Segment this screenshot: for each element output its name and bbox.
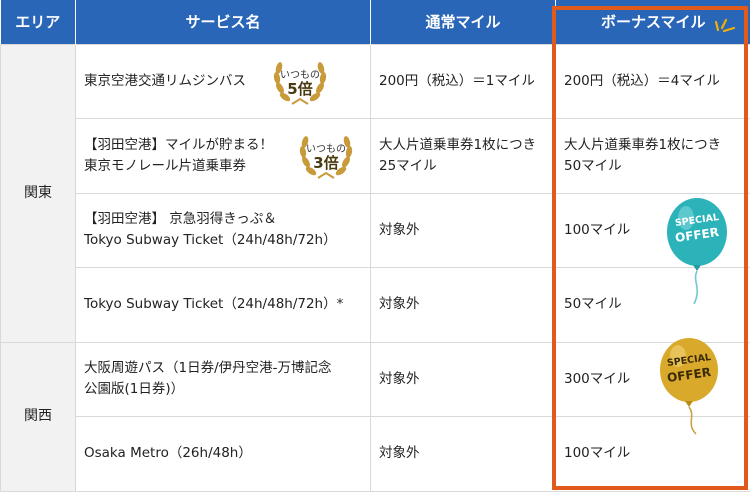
service-name-line2: Tokyo Subway Ticket（24h/48h/72h） — [84, 232, 337, 249]
special-offer-balloon-gold: SPECIAL OFFER — [656, 336, 722, 436]
normal-miles-value: 対象外 — [379, 221, 420, 238]
header-service: サービス名 — [75, 0, 371, 44]
balloon-icon — [667, 198, 727, 305]
normal-miles-cell: 対象外 — [370, 416, 556, 492]
bonus-miles-cell: 200円（税込）＝4マイル — [555, 43, 750, 119]
laurel-badge-5x: いつもの 5倍 — [270, 52, 330, 112]
header-normal-miles: 通常マイル — [370, 0, 556, 44]
bonus-miles-value: 50マイル — [564, 296, 622, 313]
service-name: 大阪周遊パス（1日券/伊丹空港-万博記念 — [84, 360, 332, 377]
badge-caption: いつもの — [306, 144, 346, 155]
normal-miles-cell: 200円（税込）＝1マイル — [370, 43, 556, 119]
service-name: Osaka Metro（26h/48h） — [84, 445, 252, 462]
table-row: 関西 大阪周遊パス（1日券/伊丹空港-万博記念 公園版(1日券)） 対象外 30… — [0, 341, 750, 492]
service-cell: 【羽田空港】 京急羽得きっぷ＆ Tokyo Subway Ticket（24h/… — [75, 192, 371, 268]
service-cell: 【羽田空港】マイルが貯まる！ 東京モノレール片道乗車券 — [75, 118, 371, 194]
bonus-miles-cell: 100マイル — [555, 416, 750, 492]
service-cell: Tokyo Subway Ticket（24h/48h/72h）* — [75, 267, 371, 343]
special-offer-balloon-teal: SPECIAL OFFER — [664, 196, 730, 306]
normal-miles-value: 対象外 — [379, 445, 420, 462]
region-kansai: 関西 — [0, 341, 76, 492]
bonus-miles-cell: 100マイル — [555, 192, 750, 268]
region-kanto: 関東 — [0, 43, 76, 343]
laurel-badge-3x: いつもの 3倍 — [296, 126, 356, 186]
bonus-miles-value: 100マイル — [564, 445, 631, 462]
table-row: 【羽田空港】 京急羽得きっぷ＆ Tokyo Subway Ticket（24h/… — [1, 192, 750, 268]
normal-miles-value: 対象外 — [379, 370, 420, 387]
normal-miles-cell: 対象外 — [370, 267, 556, 343]
service-name-line2: 公園版(1日券)） — [84, 381, 185, 398]
table-row: Tokyo Subway Ticket（24h/48h/72h）* 対象外 50… — [1, 267, 750, 343]
header-area: エリア — [0, 0, 76, 44]
service-name: 【羽田空港】 京急羽得きっぷ＆ — [84, 211, 277, 228]
laurel-wreath-icon — [273, 62, 327, 105]
bonus-miles-value: 300マイル — [564, 370, 631, 387]
table-row: Osaka Metro（26h/48h） 対象外 100マイル — [1, 416, 750, 492]
laurel-wreath-icon — [299, 136, 353, 179]
service-cell: Osaka Metro（26h/48h） — [75, 416, 371, 492]
bonus-miles-cell: 大人片道乗車券1枚につき 50マイル — [555, 118, 750, 194]
bonus-miles-value: 200円（税込）＝4マイル — [564, 72, 720, 89]
bonus-miles-cell: 300マイル — [555, 341, 750, 417]
service-name: 東京空港交通リムジンバス — [84, 72, 246, 89]
badge-multiplier: 5倍 — [287, 80, 313, 98]
badge-caption: いつもの — [280, 70, 320, 81]
bonus-miles-value-line2: 50マイル — [564, 157, 622, 174]
bonus-miles-cell: 50マイル — [555, 267, 750, 343]
normal-miles-value-line2: 25マイル — [379, 157, 437, 174]
header-row: エリア サービス名 通常マイル ボーナスマイル — [0, 0, 750, 44]
badge-multiplier: 3倍 — [313, 154, 339, 172]
table-row: 【羽田空港】マイルが貯まる！ 東京モノレール片道乗車券 大人片道乗車券1枚につき… — [1, 118, 750, 194]
table-row: 関東 東京空港交通リムジンバス 200円（税込）＝1マイル 200円（税込）＝4… — [0, 43, 750, 343]
normal-miles-cell: 大人片道乗車券1枚につき 25マイル — [370, 118, 556, 194]
service-name-line2: 東京モノレール片道乗車券 — [84, 157, 246, 174]
balloon-icon — [660, 338, 718, 435]
normal-miles-cell: 対象外 — [370, 341, 556, 417]
bonus-miles-value: 100マイル — [564, 221, 631, 238]
service-name: 【羽田空港】マイルが貯まる！ — [84, 136, 273, 153]
service-name: Tokyo Subway Ticket（24h/48h/72h）* — [84, 296, 344, 313]
sparkle-icon — [714, 18, 736, 33]
bonus-miles-value: 大人片道乗車券1枚につき — [564, 136, 722, 153]
normal-miles-cell: 対象外 — [370, 192, 556, 268]
service-cell: 大阪周遊パス（1日券/伊丹空港-万博記念 公園版(1日券)） — [75, 341, 371, 417]
normal-miles-value: 対象外 — [379, 296, 420, 313]
normal-miles-value: 200円（税込）＝1マイル — [379, 72, 535, 89]
normal-miles-value: 大人片道乗車券1枚につき — [379, 136, 537, 153]
